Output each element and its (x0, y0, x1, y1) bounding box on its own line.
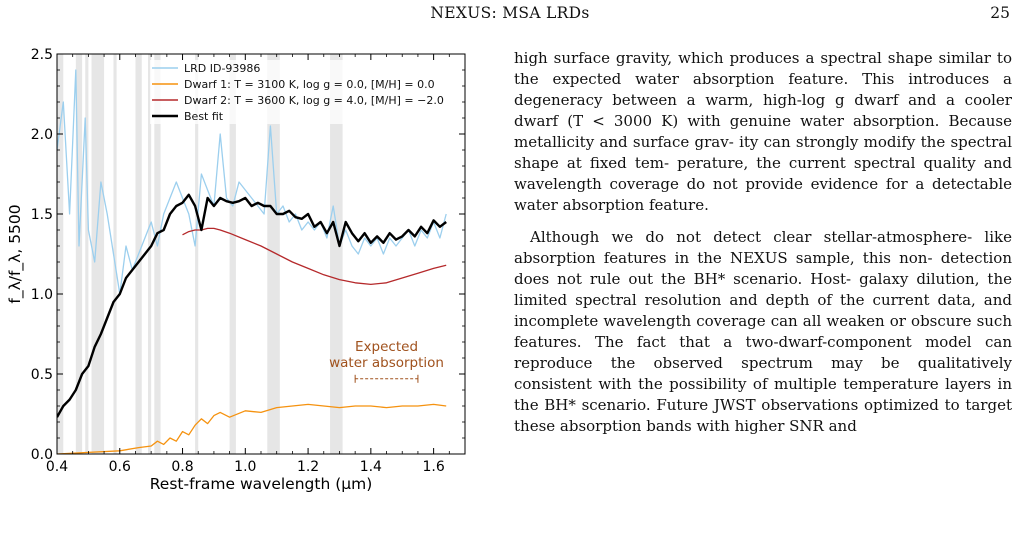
running-title: NEXUS: MSA LRDs (430, 4, 590, 22)
text-line: the BH* scenario. Future JWST observatio… (514, 396, 939, 414)
masked-region (91, 54, 105, 454)
text-line: coverage can all weaken or obscure such … (514, 312, 1012, 351)
legend-label: LRD ID-93986 (184, 62, 260, 75)
masked-region (330, 54, 343, 454)
x-axis-label: Rest-frame wavelength (μm) (150, 475, 373, 493)
masked-region (85, 54, 89, 454)
text-line: the observed spectrum may be qualitative… (514, 354, 1012, 393)
text-line: galaxy dilution, the limited spectral re… (514, 270, 1012, 309)
page-number: 25 (990, 4, 1010, 22)
y-tick-label: 0.5 (31, 367, 53, 383)
running-head: NEXUS: MSA LRDs 25 (0, 0, 1020, 28)
text-line: Although we do not detect clear stellar-… (530, 228, 973, 246)
series-line (57, 403, 447, 454)
x-tick-label: 0.4 (46, 459, 68, 475)
y-axis-label: f_λ/f_λ, 5500 (6, 204, 25, 303)
y-tick-label: 0.0 (31, 447, 53, 463)
text-line: introduces a degeneracy between a warm, … (514, 70, 1012, 109)
text-line: depth of the current data, and incomplet… (514, 291, 1013, 330)
text-line: coverage do not provide evidence for a d… (514, 175, 1012, 214)
text-line: like absorption features in the NEXUS sa… (514, 228, 1012, 267)
body-text: high surface gravity, which produces a s… (514, 48, 1012, 437)
masked-region (148, 54, 152, 454)
series-line (182, 227, 447, 286)
legend-backdrop (150, 92, 462, 108)
legend-backdrop (150, 108, 462, 124)
text-line: dwarf and a cooler dwarf (T < 3000 K) wi… (514, 91, 1012, 130)
annotation-label: Expected (355, 339, 418, 355)
masked-region (195, 54, 199, 454)
legend-label: Dwarf 1: T = 3100 K, log g = 0.0, [M/H] … (184, 78, 435, 91)
legend-label: Best fit (184, 110, 224, 123)
x-tick-label: 1.6 (422, 459, 444, 475)
masked-region (229, 54, 236, 454)
text-line: perature, the current spectral quality a… (514, 154, 1013, 193)
text-line: to target these absorption bands with hi… (514, 396, 1012, 435)
plot-area (57, 54, 447, 454)
x-tick-label: 1.4 (360, 459, 382, 475)
x-tick-label: 1.2 (297, 459, 319, 475)
masked-region (57, 54, 64, 454)
y-tick-label: 1.0 (31, 287, 53, 303)
text-line: similar to the expected water absorption… (514, 49, 1012, 88)
annotation-label: water absorption (329, 355, 444, 371)
paragraph: Although we do not detect clear stellar-… (514, 227, 1012, 437)
text-line: high surface gravity, which produces a s… (514, 49, 933, 67)
x-tick-label: 0.8 (171, 459, 193, 475)
y-tick-label: 2.0 (31, 127, 53, 143)
series-line (57, 193, 447, 418)
text-line: ity can strongly modify the spectral sha… (514, 133, 1012, 172)
legend: LRD ID-93986 Dwarf 1: T = 3100 K, log g =… (150, 60, 462, 124)
text-line: water absorption. Because metallicity an… (514, 112, 1012, 151)
x-tick-label: 0.6 (109, 459, 131, 475)
legend-backdrop (150, 60, 462, 76)
text-line: absorption feature. (562, 196, 709, 214)
text-line: detection does not rule out the BH* scen… (514, 249, 1012, 288)
y-tick-label: 1.5 (31, 207, 53, 223)
masked-region (75, 54, 83, 454)
text-line: with the possibility of multiple tempera… (598, 375, 1012, 393)
x-tick-label: 1.0 (234, 459, 256, 475)
y-tick-label: 2.5 (31, 47, 53, 63)
paragraph: high surface gravity, which produces a s… (514, 48, 1012, 216)
legend-backdrop (150, 76, 462, 92)
text-line: fact that a two-dwarf-component model ca… (514, 333, 1012, 372)
spectrum-chart: 0.4 0.6 0.8 1.0 1.2 1.4 1.6 0.0 0.5 1.0 1.5 2.0 2.5 R… (6, 47, 466, 493)
spectrum-figure: 0.4 0.6 0.8 1.0 1.2 1.4 1.6 0.0 0.5 1.0 1.5 2.0 2.5 R… (0, 40, 490, 534)
series-line (57, 69, 447, 295)
masked-region (267, 54, 280, 454)
legend-label: Dwarf 2: T = 3600 K, log g = 4.0, [M/H] … (184, 94, 444, 107)
masked-region (113, 54, 117, 454)
masked-region (154, 54, 161, 454)
